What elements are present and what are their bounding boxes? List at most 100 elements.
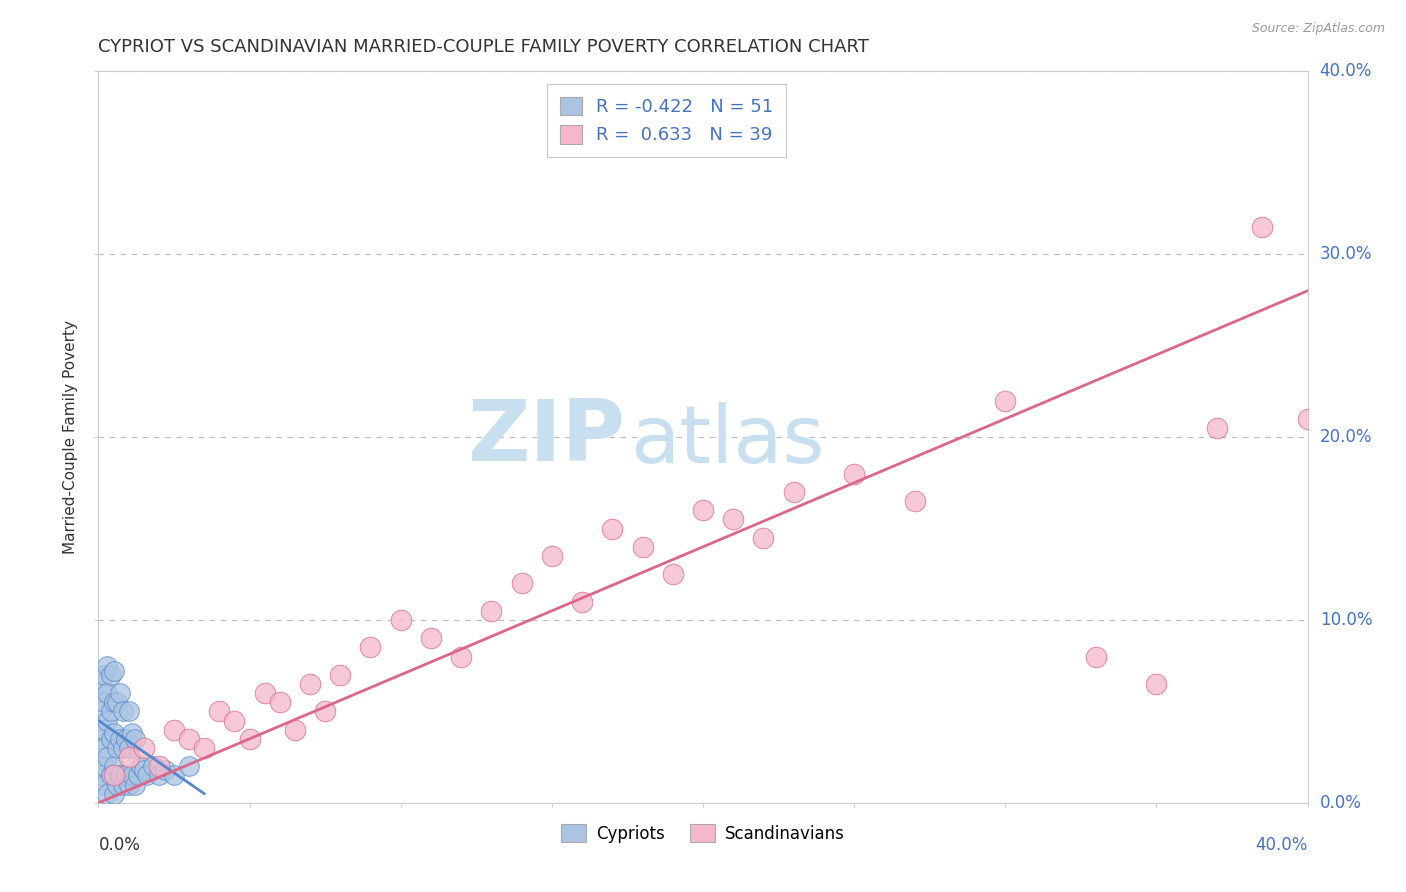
Point bbox=[100, 768, 122, 782]
Point bbox=[208, 705, 231, 719]
Point bbox=[1206, 421, 1229, 435]
Point bbox=[661, 567, 683, 582]
Point bbox=[148, 768, 170, 782]
Text: 0.0%: 0.0% bbox=[98, 836, 141, 854]
Point bbox=[129, 759, 152, 773]
Point bbox=[1251, 219, 1274, 234]
Point bbox=[132, 740, 155, 755]
Point bbox=[90, 768, 112, 782]
Point bbox=[96, 750, 118, 764]
Point bbox=[179, 759, 201, 773]
Point bbox=[100, 705, 122, 719]
Point bbox=[783, 485, 806, 500]
Point bbox=[103, 759, 125, 773]
Point bbox=[602, 521, 624, 535]
Point bbox=[111, 705, 134, 719]
Point bbox=[105, 778, 128, 792]
Point bbox=[100, 667, 122, 681]
Legend: Cypriots, Scandinavians: Cypriots, Scandinavians bbox=[554, 818, 852, 849]
Point bbox=[193, 740, 215, 755]
Text: 20.0%: 20.0% bbox=[1320, 428, 1372, 446]
Point bbox=[96, 714, 118, 728]
Y-axis label: Married-Couple Family Poverty: Married-Couple Family Poverty bbox=[63, 320, 79, 554]
Point bbox=[844, 467, 866, 481]
Point bbox=[103, 726, 125, 740]
Point bbox=[118, 750, 141, 764]
Point bbox=[239, 731, 262, 746]
Point bbox=[631, 540, 654, 554]
Point bbox=[224, 714, 246, 728]
Text: ZIP: ZIP bbox=[467, 395, 624, 479]
Point bbox=[360, 640, 382, 655]
Point bbox=[90, 677, 112, 691]
Text: Source: ZipAtlas.com: Source: ZipAtlas.com bbox=[1251, 22, 1385, 36]
Point bbox=[121, 768, 143, 782]
Text: 40.0%: 40.0% bbox=[1256, 836, 1308, 854]
Point bbox=[540, 549, 562, 563]
Point bbox=[108, 686, 131, 700]
Point bbox=[510, 576, 533, 591]
Point bbox=[96, 787, 118, 801]
Point bbox=[103, 664, 125, 678]
Point bbox=[100, 731, 122, 746]
Point bbox=[692, 503, 714, 517]
Point bbox=[723, 512, 745, 526]
Point bbox=[420, 632, 443, 646]
Point bbox=[90, 731, 112, 746]
Text: 10.0%: 10.0% bbox=[1320, 611, 1372, 629]
Point bbox=[103, 768, 125, 782]
Point bbox=[118, 740, 141, 755]
Point bbox=[153, 763, 176, 777]
Point bbox=[103, 787, 125, 801]
Point bbox=[752, 531, 775, 545]
Point bbox=[124, 778, 146, 792]
Point bbox=[93, 778, 115, 792]
Point bbox=[299, 677, 322, 691]
Point bbox=[179, 731, 201, 746]
Point bbox=[481, 604, 503, 618]
Point bbox=[93, 740, 115, 755]
Point bbox=[389, 613, 412, 627]
Point bbox=[111, 740, 134, 755]
Point bbox=[904, 494, 927, 508]
Text: 40.0%: 40.0% bbox=[1320, 62, 1372, 80]
Point bbox=[148, 759, 170, 773]
Point bbox=[450, 649, 472, 664]
Point bbox=[118, 705, 141, 719]
Point bbox=[93, 759, 115, 773]
Point bbox=[253, 686, 276, 700]
Point bbox=[103, 695, 125, 709]
Point bbox=[284, 723, 307, 737]
Point bbox=[90, 705, 112, 719]
Text: CYPRIOT VS SCANDINAVIAN MARRIED-COUPLE FAMILY POVERTY CORRELATION CHART: CYPRIOT VS SCANDINAVIAN MARRIED-COUPLE F… bbox=[98, 38, 869, 56]
Point bbox=[132, 763, 155, 777]
Point bbox=[142, 759, 165, 773]
Point bbox=[111, 778, 134, 792]
Point bbox=[114, 768, 136, 782]
Point bbox=[994, 393, 1017, 408]
Point bbox=[121, 726, 143, 740]
Text: atlas: atlas bbox=[630, 401, 825, 480]
Point bbox=[105, 695, 128, 709]
Point bbox=[127, 768, 149, 782]
Point bbox=[163, 768, 186, 782]
Point bbox=[114, 731, 136, 746]
Point bbox=[1146, 677, 1168, 691]
Point bbox=[96, 686, 118, 700]
Text: 0.0%: 0.0% bbox=[1320, 794, 1361, 812]
Point bbox=[269, 695, 291, 709]
Point bbox=[93, 723, 115, 737]
Point bbox=[118, 778, 141, 792]
Point bbox=[108, 768, 131, 782]
Point bbox=[108, 731, 131, 746]
Point bbox=[135, 768, 157, 782]
Point bbox=[105, 740, 128, 755]
Point bbox=[1296, 412, 1319, 426]
Point bbox=[314, 705, 336, 719]
Point bbox=[93, 695, 115, 709]
Point bbox=[571, 594, 593, 608]
Text: 30.0%: 30.0% bbox=[1320, 245, 1372, 263]
Point bbox=[124, 731, 146, 746]
Point bbox=[329, 667, 352, 681]
Point bbox=[93, 667, 115, 681]
